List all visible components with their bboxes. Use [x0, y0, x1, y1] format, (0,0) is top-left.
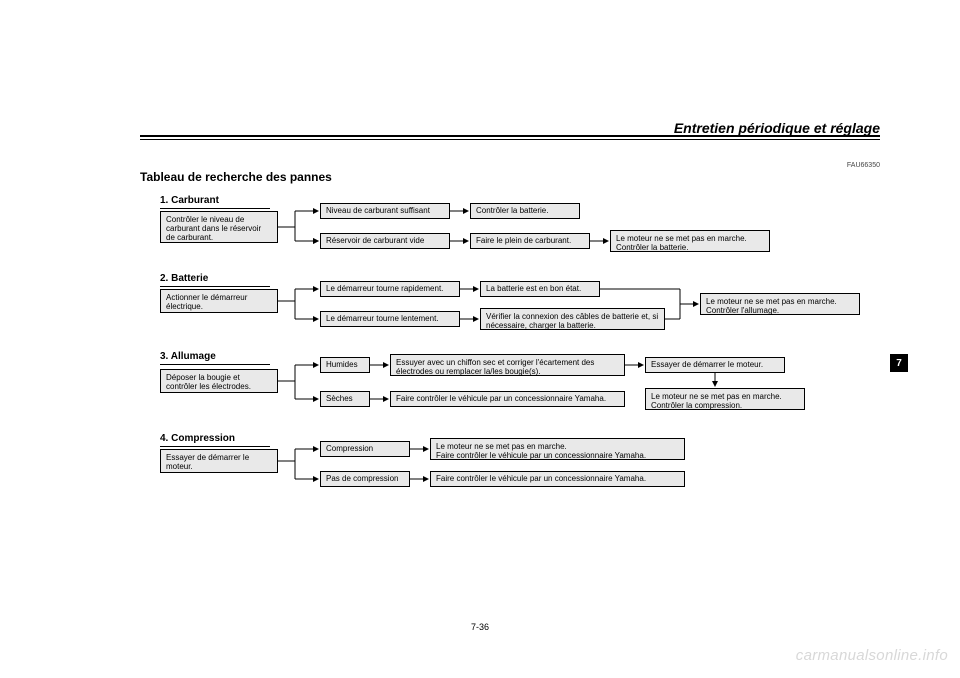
doc-code: FAU66350 [847, 162, 880, 169]
branch-bottom-a: Le démarreur tourne lentement. [320, 311, 460, 327]
section-title: Tableau de recherche des pannes [140, 170, 332, 184]
troubleshooting-diagram: 1. Carburant Contrôler le niveau de carb… [160, 195, 900, 511]
group-heading: 4. Compression [160, 433, 270, 447]
group-compression: 4. Compression Essayer de démarrer le mo… [160, 433, 900, 493]
branch-top-a: Humides [320, 357, 370, 373]
group-batterie: 2. Batterie Actionner le démarreur élect… [160, 273, 900, 333]
start-box: Déposer la bougie et contrôler les élect… [160, 369, 278, 393]
branch-bottom-a: Réservoir de carburant vide [320, 233, 450, 249]
group-carburant: 1. Carburant Contrôler le niveau de carb… [160, 195, 900, 255]
branch-bottom-c: Le moteur ne se met pas en marche. Contr… [610, 230, 770, 252]
branch-bottom-b: Faire le plein de carburant. [470, 233, 590, 249]
branch-top-a: Compression [320, 441, 410, 457]
chapter-title: Entretien périodique et réglage [674, 120, 880, 136]
branch-top-a: Niveau de carburant suffisant [320, 203, 450, 219]
group-heading: 3. Allumage [160, 351, 270, 365]
branch-top-b: Le moteur ne se met pas en marche. Faire… [430, 438, 685, 460]
branch-bottom-b: Faire contrôler le véhicule par un conce… [390, 391, 625, 407]
start-box: Contrôler le niveau de carburant dans le… [160, 211, 278, 243]
group-heading: 2. Batterie [160, 273, 270, 287]
branch-top-a: Le démarreur tourne rapidement. [320, 281, 460, 297]
right-box: Le moteur ne se met pas en marche. Contr… [700, 293, 860, 315]
branch-bottom-a: Sèches [320, 391, 370, 407]
start-box: Actionner le démarreur électrique. [160, 289, 278, 313]
branch-top-c: Essayer de démarrer le moteur. [645, 357, 785, 373]
branch-bottom-b: Vérifier la connexion des câbles de batt… [480, 308, 665, 330]
branch-bottom-c: Le moteur ne se met pas en marche. Contr… [645, 388, 805, 410]
branch-bottom-a: Pas de compression [320, 471, 410, 487]
watermark: carmanualsonline.info [796, 647, 948, 664]
start-box: Essayer de démarrer le moteur. [160, 449, 278, 473]
branch-top-b: La batterie est en bon état. [480, 281, 600, 297]
group-heading: 1. Carburant [160, 195, 270, 209]
branch-top-b: Contrôler la batterie. [470, 203, 580, 219]
page-number: 7-36 [471, 622, 489, 632]
group-allumage: 3. Allumage Déposer la bougie et contrôl… [160, 351, 900, 415]
branch-top-b: Essuyer avec un chiffon sec et corriger … [390, 354, 625, 376]
branch-bottom-b: Faire contrôler le véhicule par un conce… [430, 471, 685, 487]
